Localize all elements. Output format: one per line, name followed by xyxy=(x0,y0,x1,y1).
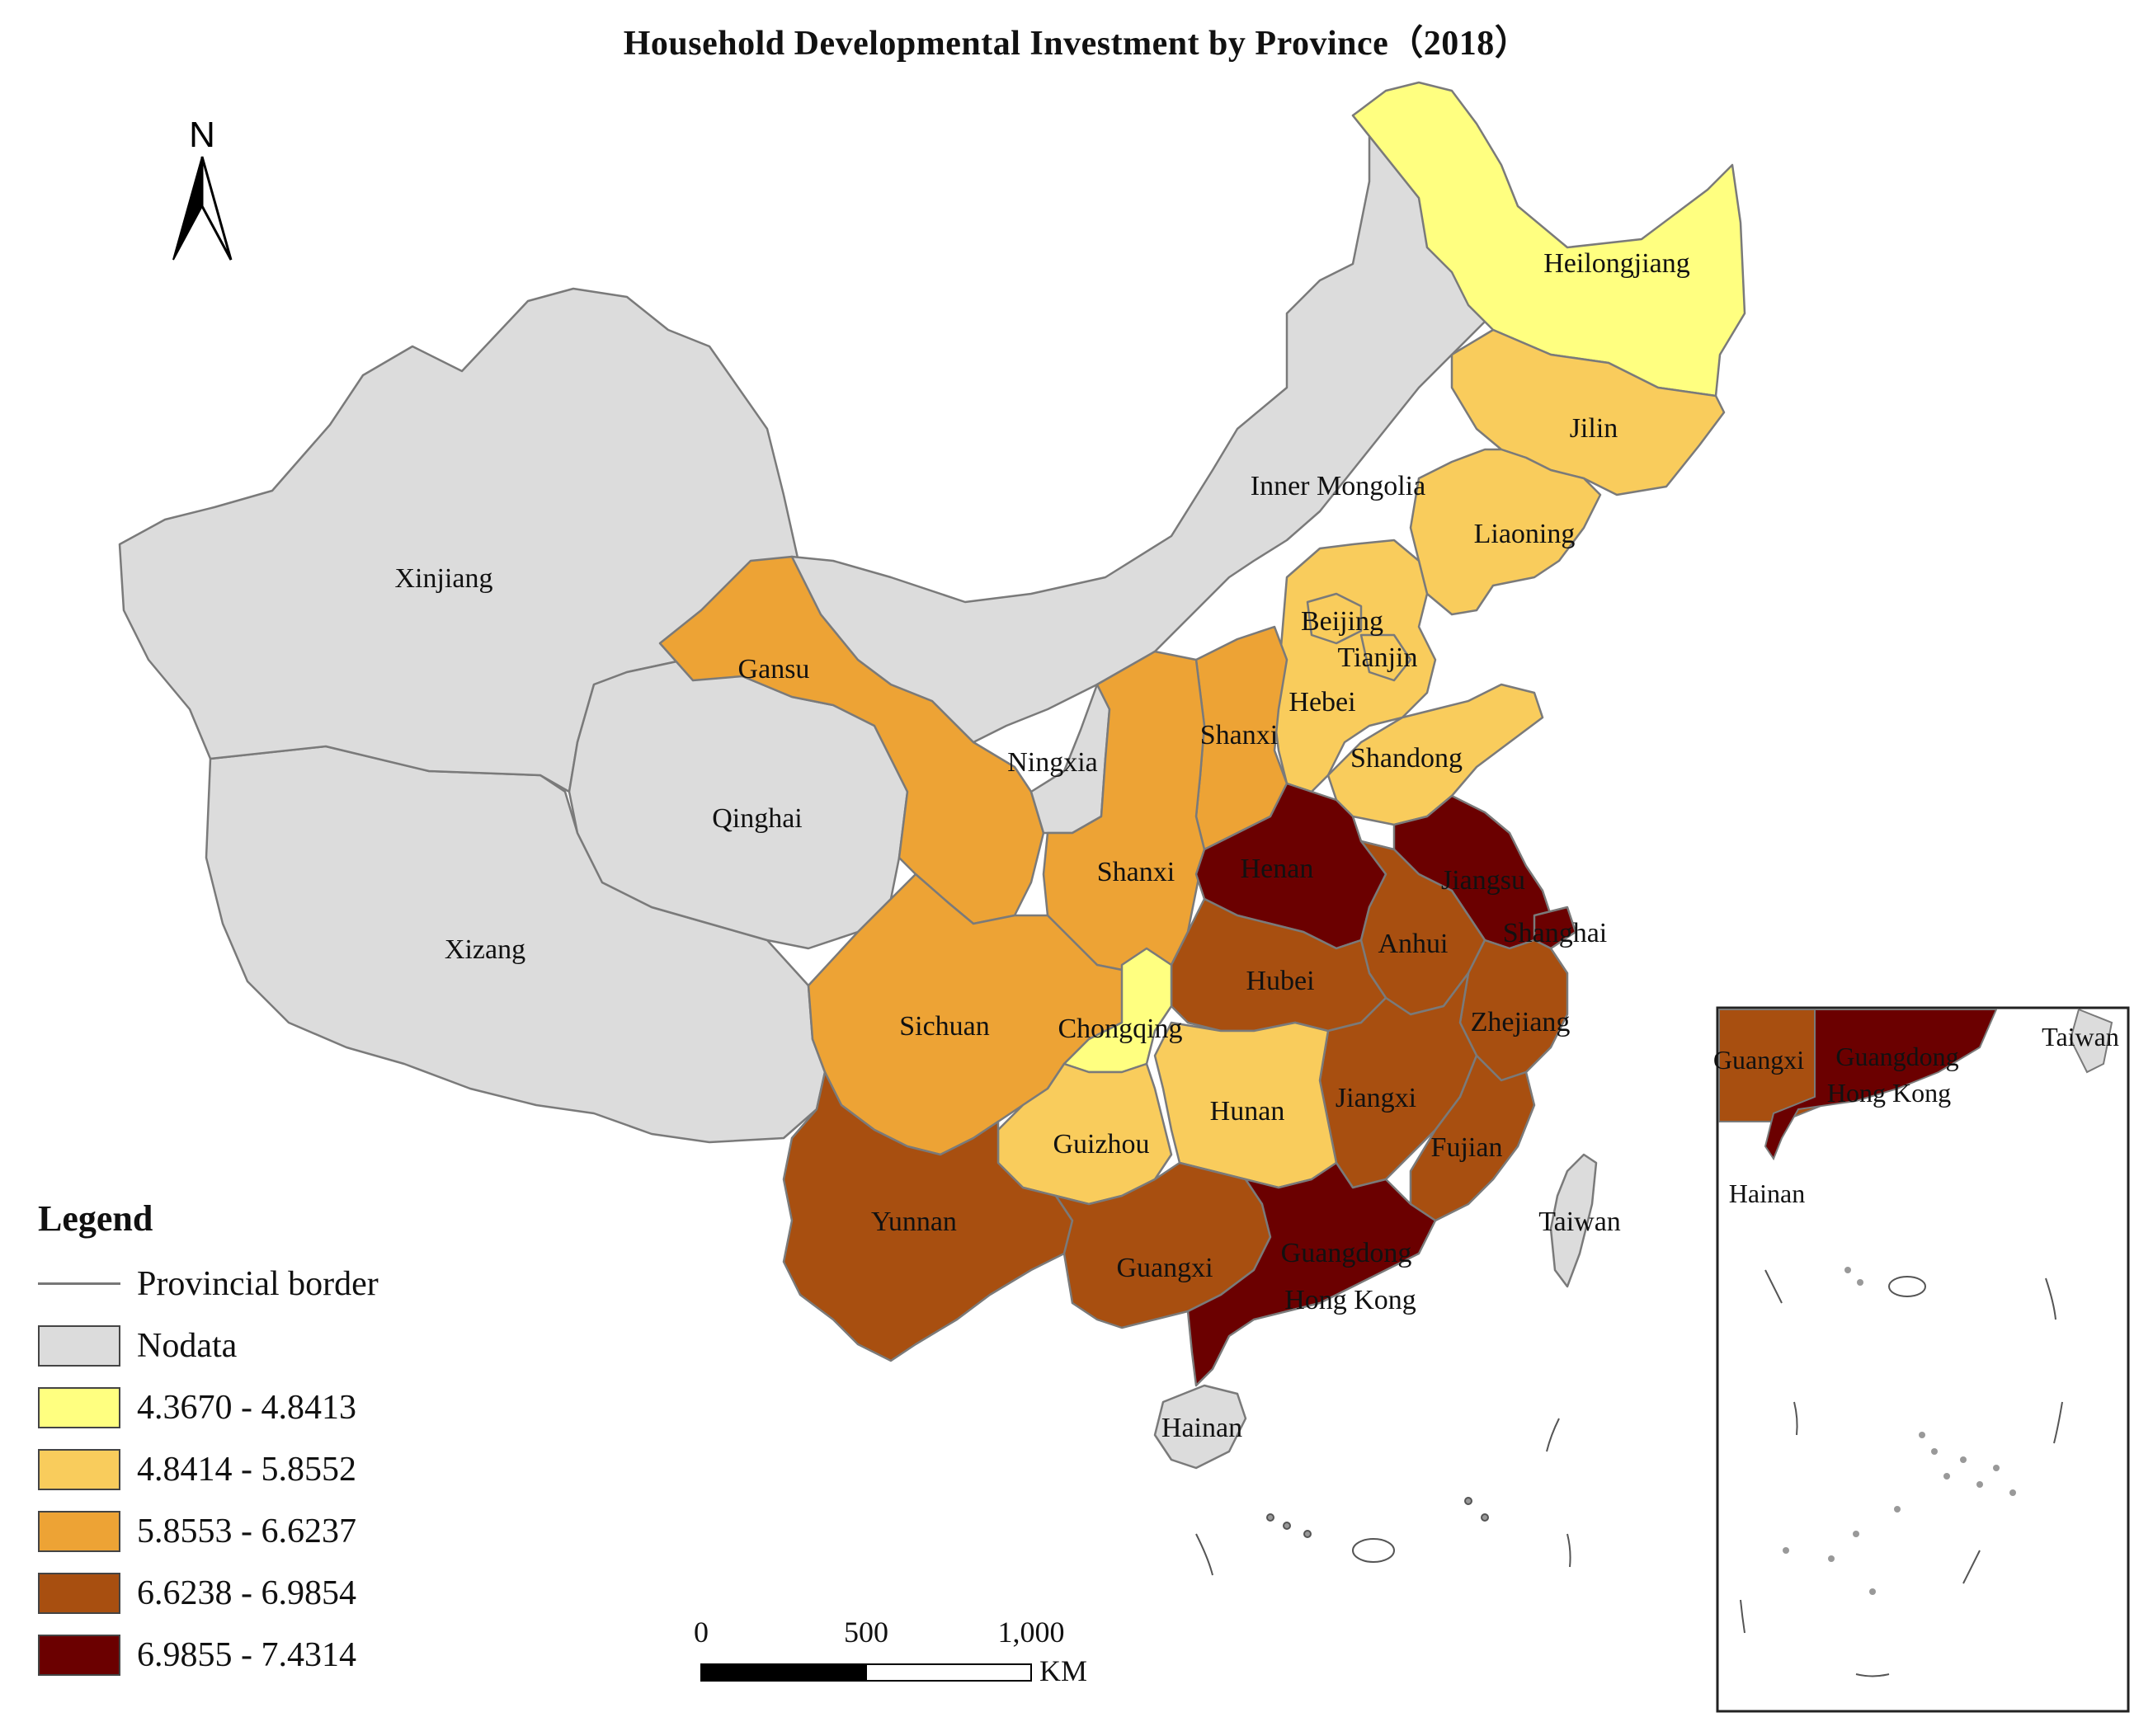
province-label: Shanxi xyxy=(1097,857,1175,887)
scale-tick: 0 xyxy=(694,1616,709,1649)
province-labels: Heilongjiang Jilin Liaoning Inner Mongol… xyxy=(395,248,1690,1443)
north-arrow: N xyxy=(172,115,233,261)
province-label: Xinjiang xyxy=(395,563,493,594)
inset-label: Hong Kong xyxy=(1827,1078,1951,1108)
province-label: Gansu xyxy=(738,654,810,685)
north-arrow-letter: N xyxy=(189,115,215,155)
north-arrow-icon xyxy=(172,156,203,261)
province-shanghai[interactable] xyxy=(1533,906,1577,950)
province-label: Inner Mongolia xyxy=(1251,471,1425,501)
province-label: Jiangsu xyxy=(1441,865,1525,896)
inset-map: Guangxi Guangdong Hong Kong Taiwan Haina… xyxy=(1713,1006,2130,1713)
province-yunnan[interactable] xyxy=(782,1070,1074,1362)
province-shandong[interactable] xyxy=(1326,683,1544,826)
legend-swatch xyxy=(38,1510,120,1552)
province-inner-mongolia[interactable] xyxy=(790,114,1495,744)
province-label: Heilongjiang xyxy=(1543,248,1690,279)
legend-swatch xyxy=(38,1386,120,1428)
legend-label: 5.8553 - 6.6237 xyxy=(137,1512,356,1550)
province-label: Taiwan xyxy=(1538,1207,1621,1237)
province-shapes xyxy=(118,81,1746,1470)
inset-guangxi xyxy=(1718,1009,1824,1122)
legend-item: 4.3670 - 4.8413 xyxy=(38,1376,500,1438)
legend-label: Provincial border xyxy=(137,1264,379,1303)
legend-swatch xyxy=(38,1324,120,1367)
legend-item: 6.9855 - 7.4314 xyxy=(38,1624,500,1686)
province-label: Jiangxi xyxy=(1336,1083,1416,1113)
province-label: Ningxia xyxy=(1007,747,1098,778)
legend-item: 4.8414 - 5.8552 xyxy=(38,1438,500,1500)
province-label: Hainan xyxy=(1161,1413,1242,1443)
legend-label: 4.3670 - 4.8413 xyxy=(137,1388,356,1427)
legend-label: Nodata xyxy=(137,1326,238,1365)
legend-label: 4.8414 - 5.8552 xyxy=(137,1450,356,1489)
inset-label: Guangdong xyxy=(1835,1042,1958,1071)
province-label: Anhui xyxy=(1378,929,1449,959)
legend: Legend Provincial border Nodata 4.3670 -… xyxy=(38,1197,500,1686)
province-tianjin[interactable] xyxy=(1359,633,1412,682)
province-label: Guizhou xyxy=(1053,1129,1149,1160)
legend-item: Nodata xyxy=(38,1315,500,1376)
province-label: Jilin xyxy=(1570,413,1618,444)
province-label: Qinghai xyxy=(712,803,803,834)
scale-tick: 500 xyxy=(844,1616,888,1649)
legend-swatch xyxy=(38,1448,120,1490)
inset-label: Guangxi xyxy=(1713,1045,1804,1075)
province-label: Hebei xyxy=(1289,687,1355,717)
scale-bar-labels: 0 500 1,000 xyxy=(676,1615,1105,1656)
province-label: Shanxi xyxy=(1200,720,1278,750)
province-heilongjiang[interactable] xyxy=(1351,81,1746,398)
inset-label: Hainan xyxy=(1729,1179,1805,1208)
province-label: Guangxi xyxy=(1116,1253,1213,1283)
province-label: Tianjin xyxy=(1337,642,1417,673)
legend-item-border: Provincial border xyxy=(38,1253,500,1315)
border-line-icon xyxy=(38,1282,120,1285)
province-label: Hong Kong xyxy=(1284,1285,1416,1315)
province-label: Hunan xyxy=(1210,1096,1285,1127)
legend-label: 6.9855 - 7.4314 xyxy=(137,1635,356,1674)
province-label: Sichuan xyxy=(899,1011,990,1042)
legend-swatch xyxy=(38,1634,120,1676)
map-title: Household Developmental Investment by Pr… xyxy=(623,25,1530,63)
inset-guangdong xyxy=(1764,1009,1998,1161)
province-label: Liaoning xyxy=(1474,519,1576,549)
province-hainan[interactable] xyxy=(1153,1384,1247,1470)
province-label: Guangdong xyxy=(1281,1238,1412,1268)
province-jilin[interactable] xyxy=(1450,328,1726,496)
inset-label: Taiwan xyxy=(2042,1022,2119,1051)
province-label: Shanghai xyxy=(1503,918,1608,948)
province-taiwan[interactable] xyxy=(1549,1153,1598,1288)
province-label: Shandong xyxy=(1350,743,1463,774)
province-label: Xizang xyxy=(445,934,525,965)
scale-bar xyxy=(700,1663,1032,1682)
legend-item: 5.8553 - 6.6237 xyxy=(38,1500,500,1562)
legend-title: Legend xyxy=(38,1198,153,1239)
south-sea-islands xyxy=(1195,1418,1571,1576)
province-label: Yunnan xyxy=(871,1207,957,1237)
province-label: Beijing xyxy=(1301,606,1383,637)
inset-taiwan xyxy=(2069,1008,2113,1074)
scale-unit: KM xyxy=(1039,1654,1088,1687)
province-label: Hubei xyxy=(1246,966,1314,996)
legend-swatch xyxy=(38,1572,120,1614)
legend-item: 6.6238 - 6.9854 xyxy=(38,1562,500,1624)
scale-tick: 1,000 xyxy=(997,1616,1065,1649)
province-guangdong[interactable] xyxy=(1186,1161,1437,1387)
province-label: Fujian xyxy=(1431,1132,1503,1163)
province-label: Zhejiang xyxy=(1471,1007,1571,1037)
province-beijing[interactable] xyxy=(1306,592,1363,645)
legend-label: 6.6238 - 6.9854 xyxy=(137,1574,356,1612)
province-label: Henan xyxy=(1241,854,1314,884)
province-label: Chongqing xyxy=(1058,1014,1182,1044)
